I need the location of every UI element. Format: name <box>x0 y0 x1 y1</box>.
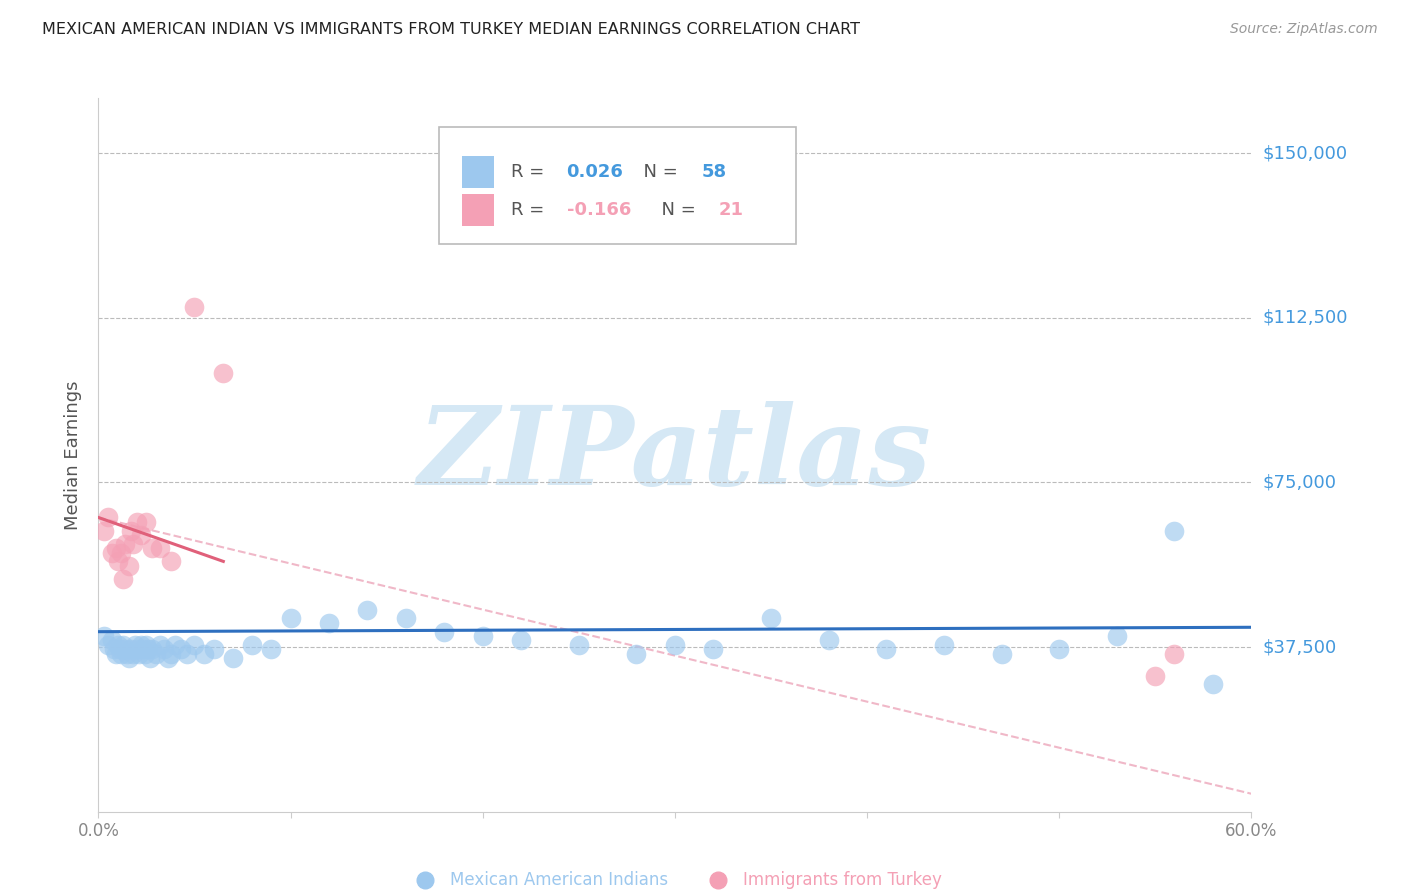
Point <box>131 642 153 657</box>
Point <box>702 642 724 657</box>
Text: $150,000: $150,000 <box>1263 144 1348 162</box>
Point <box>759 611 782 625</box>
Point <box>117 647 138 661</box>
Point <box>122 537 145 551</box>
Point <box>125 515 148 529</box>
Point <box>149 638 172 652</box>
Point <box>356 603 378 617</box>
Point <box>568 638 591 652</box>
Text: ZIPatlas: ZIPatlas <box>418 401 932 508</box>
Point <box>101 633 124 648</box>
Point <box>160 647 183 661</box>
Text: Source: ZipAtlas.com: Source: ZipAtlas.com <box>1230 22 1378 37</box>
Point <box>114 642 136 657</box>
Point <box>97 638 120 652</box>
Bar <box>461 156 494 188</box>
Point <box>395 611 418 625</box>
Point <box>318 615 340 630</box>
Point <box>1105 629 1128 643</box>
Point <box>110 546 132 560</box>
Point <box>128 647 150 661</box>
Point <box>875 642 897 657</box>
Text: $112,500: $112,500 <box>1263 309 1348 326</box>
Point <box>626 647 648 661</box>
Point <box>112 572 135 586</box>
Point <box>160 554 183 568</box>
Text: 58: 58 <box>702 163 727 181</box>
Point <box>149 541 172 556</box>
FancyBboxPatch shape <box>439 127 796 244</box>
Text: R =: R = <box>512 163 550 181</box>
Point <box>138 642 160 657</box>
Point <box>280 611 302 625</box>
Point <box>124 638 146 652</box>
Point <box>1163 524 1185 538</box>
Point <box>183 300 205 314</box>
Text: $75,000: $75,000 <box>1263 474 1337 491</box>
Point <box>118 651 141 665</box>
Point <box>990 647 1012 661</box>
Point <box>114 537 136 551</box>
Point <box>145 647 167 661</box>
Point <box>135 515 157 529</box>
Point <box>101 546 124 560</box>
Point <box>176 647 198 661</box>
Point <box>120 524 142 538</box>
Point <box>110 647 132 661</box>
Text: 21: 21 <box>718 201 744 219</box>
Point <box>97 510 120 524</box>
Point <box>107 554 129 568</box>
Point <box>433 624 456 639</box>
Text: N =: N = <box>633 163 683 181</box>
Point <box>817 633 839 648</box>
Point <box>510 633 533 648</box>
Point <box>240 638 263 652</box>
Point <box>183 638 205 652</box>
Point <box>260 642 283 657</box>
Point <box>125 642 148 657</box>
Point <box>152 642 174 657</box>
Point <box>134 647 156 661</box>
Point <box>122 647 145 661</box>
Point <box>104 647 127 661</box>
Point <box>107 638 129 652</box>
Legend: Mexican American Indians, Immigrants from Turkey: Mexican American Indians, Immigrants fro… <box>401 865 949 892</box>
Point <box>1163 647 1185 661</box>
Point <box>141 541 163 556</box>
Point <box>932 638 955 652</box>
Point <box>212 366 235 380</box>
Text: MEXICAN AMERICAN INDIAN VS IMMIGRANTS FROM TURKEY MEDIAN EARNINGS CORRELATION CH: MEXICAN AMERICAN INDIAN VS IMMIGRANTS FR… <box>42 22 860 37</box>
Point <box>664 638 686 652</box>
Point <box>103 642 125 657</box>
Point <box>108 642 131 657</box>
Point <box>1047 642 1070 657</box>
Point <box>104 541 127 556</box>
Point <box>1144 668 1167 682</box>
Text: N =: N = <box>650 201 702 219</box>
Point <box>222 651 245 665</box>
Point <box>112 638 135 652</box>
Point <box>120 642 142 657</box>
Point <box>135 638 157 652</box>
Point <box>118 558 141 573</box>
Point <box>170 642 193 657</box>
Text: -0.166: -0.166 <box>567 201 631 219</box>
Point <box>1202 677 1225 691</box>
Text: R =: R = <box>512 201 550 219</box>
Point <box>165 638 187 652</box>
Y-axis label: Median Earnings: Median Earnings <box>65 380 83 530</box>
Point <box>129 638 152 652</box>
Point <box>139 651 162 665</box>
Point <box>193 647 215 661</box>
Point <box>202 642 225 657</box>
Point <box>156 651 179 665</box>
Point <box>471 629 494 643</box>
Point <box>93 629 115 643</box>
Point <box>129 528 152 542</box>
Text: 0.026: 0.026 <box>567 163 623 181</box>
Point <box>93 524 115 538</box>
Bar <box>461 194 494 226</box>
Point <box>141 642 163 657</box>
Text: $37,500: $37,500 <box>1263 638 1337 656</box>
